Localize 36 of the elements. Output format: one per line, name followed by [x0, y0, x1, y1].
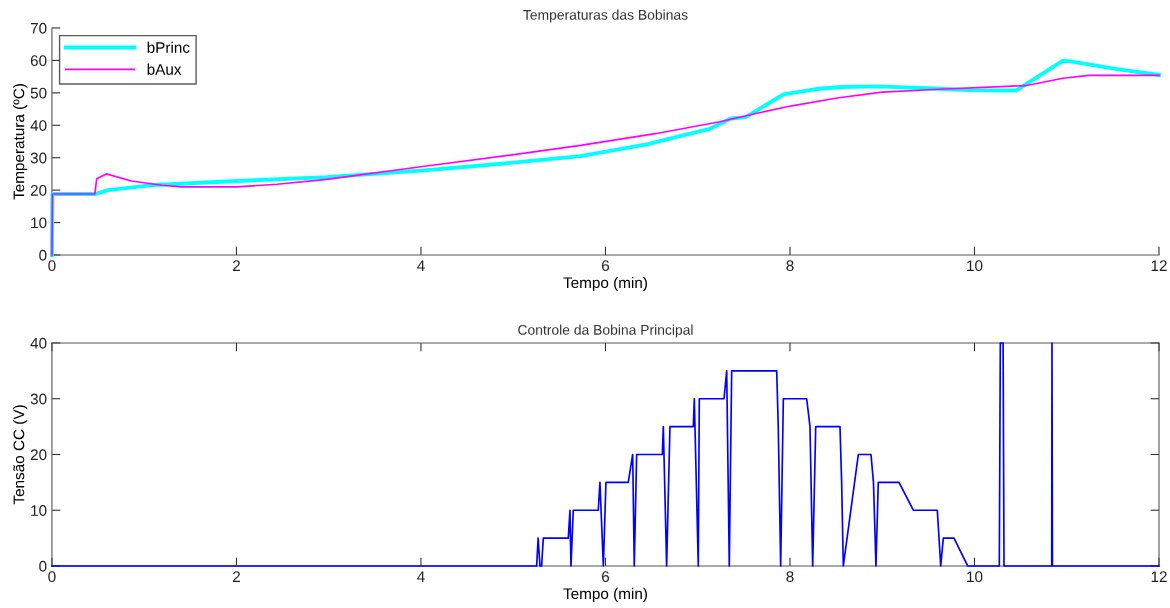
y-tick-label: 10 — [31, 505, 47, 516]
x-tick-label: 8 — [786, 260, 794, 272]
x-tick-label: 6 — [602, 571, 610, 583]
y-axis-title: Tensão CC (V) — [13, 405, 28, 505]
y-tick-label: 60 — [30, 55, 47, 67]
y-axis-title: Temperatura (ºC) — [13, 84, 28, 200]
y-tick-label: 0 — [39, 560, 47, 572]
y-tick-label: 70 — [30, 22, 47, 34]
y-tick-label: 20 — [30, 185, 47, 196]
x-tick-label: 0 — [48, 260, 56, 272]
x-tick-label: 4 — [417, 260, 425, 271]
x-tick-label: 12 — [1151, 571, 1167, 582]
x-tick-label: 2 — [232, 571, 240, 582]
x-tick-label: 0 — [48, 571, 56, 583]
y-tick-label: 30 — [30, 393, 47, 405]
y-tick-label: 30 — [30, 152, 47, 164]
y-tick-label: 40 — [30, 337, 47, 349]
chart-title: Controle da Bobina Principal — [518, 324, 693, 338]
chart-title: Temperaturas das Bobinas — [523, 9, 688, 23]
x-tick-label: 10 — [967, 571, 983, 583]
x-tick-label: 6 — [602, 260, 610, 272]
y-tick-label: 40 — [30, 120, 47, 131]
legend-label: bPrinc — [147, 41, 190, 53]
x-tick-label: 12 — [1151, 260, 1167, 271]
x-tick-label: 8 — [786, 571, 794, 583]
y-tick-label: 20 — [30, 449, 47, 461]
y-tick-label: 50 — [30, 87, 47, 99]
y-tick-label: 0 — [39, 249, 47, 261]
x-axis-title: Tempo (min) — [563, 587, 647, 603]
y-tick-label: 10 — [31, 217, 47, 229]
x-axis-title: Tempo (min) — [563, 276, 647, 292]
x-tick-label: 10 — [967, 260, 983, 272]
x-tick-label: 2 — [232, 260, 240, 271]
line-series — [51, 342, 1160, 567]
legend-label: bAux — [147, 63, 182, 75]
x-tick-label: 4 — [417, 571, 425, 582]
